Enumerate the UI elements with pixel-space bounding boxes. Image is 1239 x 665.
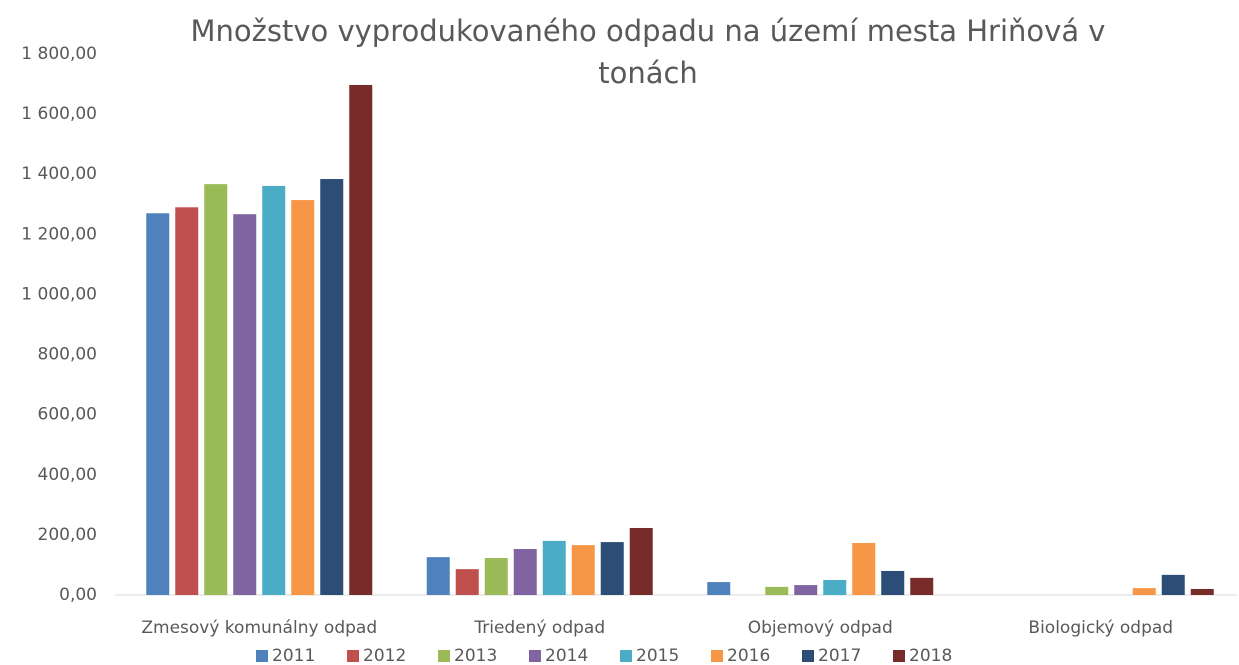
bar — [852, 543, 876, 595]
y-tick-label: 400,00 — [38, 465, 97, 485]
y-tick-label: 200,00 — [38, 525, 97, 545]
bar — [484, 558, 508, 595]
legend-label: 2013 — [454, 646, 497, 665]
y-tick-label: 1 800,00 — [21, 44, 97, 64]
bar — [629, 527, 653, 595]
legend-swatch — [893, 650, 905, 662]
bar — [823, 579, 847, 595]
bar — [320, 179, 344, 595]
chart-title: Množstvo vyprodukovaného odpadu na území… — [190, 14, 1106, 90]
y-tick-label: 800,00 — [38, 345, 97, 365]
bar — [600, 542, 624, 595]
bar — [765, 586, 789, 595]
legend-swatch — [802, 650, 814, 662]
bar — [349, 84, 373, 596]
bar — [794, 585, 818, 595]
y-tick-label: 0,00 — [59, 585, 97, 605]
legend-label: 2017 — [818, 646, 861, 665]
x-tick-label: Zmesový komunálny odpad — [141, 618, 377, 638]
bar — [291, 200, 315, 595]
y-tick-label: 1 400,00 — [21, 164, 97, 184]
legend-label: 2011 — [272, 646, 315, 665]
bar — [146, 213, 170, 596]
bar — [1190, 588, 1214, 595]
x-tick-label: Objemový odpad — [748, 618, 893, 638]
legend-swatch — [347, 650, 359, 662]
legend-label: 2018 — [909, 646, 952, 665]
legend-swatch — [620, 650, 632, 662]
bar — [175, 207, 199, 596]
bar — [571, 545, 595, 595]
legend-swatch — [438, 650, 450, 662]
legend-swatch — [256, 650, 268, 662]
x-tick-label: Biologický odpad — [1028, 618, 1173, 638]
bar — [455, 569, 479, 595]
bar — [542, 540, 566, 595]
bar — [1132, 588, 1156, 595]
bar — [513, 549, 537, 595]
legend-swatch — [711, 650, 723, 662]
legend-label: 2014 — [545, 646, 588, 665]
bar — [204, 184, 228, 595]
legend-label: 2012 — [363, 646, 406, 665]
bar — [426, 557, 450, 595]
y-tick-label: 600,00 — [38, 405, 97, 425]
legend-label: 2015 — [636, 646, 679, 665]
x-tick-label: Triedený odpad — [473, 618, 605, 638]
legend-label: 2016 — [727, 646, 770, 665]
bar — [233, 214, 257, 595]
bar — [881, 570, 905, 595]
bar — [1161, 574, 1185, 595]
bar — [707, 582, 731, 595]
bar — [910, 577, 934, 595]
y-tick-label: 1 600,00 — [21, 104, 97, 124]
bar — [262, 185, 286, 595]
y-tick-label: 1 200,00 — [21, 224, 97, 244]
legend-swatch — [529, 650, 541, 662]
y-tick-label: 1 000,00 — [21, 284, 97, 304]
